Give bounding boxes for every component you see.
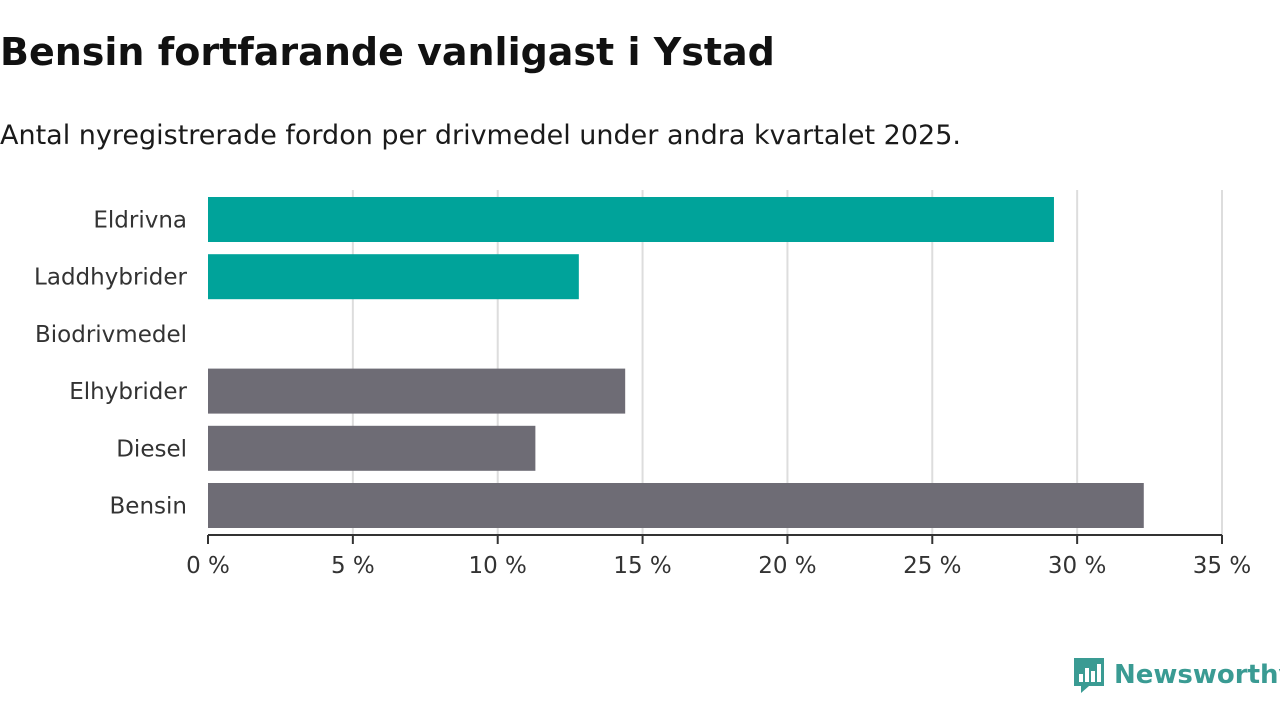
bar-diesel xyxy=(208,425,536,471)
bar-laddhybrider xyxy=(208,254,579,300)
category-label: Elhybrider xyxy=(69,379,187,405)
category-label: Biodrivmedel xyxy=(35,322,187,348)
category-label: Eldrivna xyxy=(93,208,187,234)
x-tick-label: 15 % xyxy=(613,553,671,579)
chart-subtitle: Antal nyregistrerade fordon per drivmede… xyxy=(0,120,961,151)
bar-elhybrider xyxy=(208,368,626,414)
category-labels: Eldrivna Laddhybrider Biodrivmedel Elhybrid… xyxy=(34,208,187,520)
x-tick-label: 30 % xyxy=(1048,553,1106,579)
x-tick-label: 35 % xyxy=(1193,553,1251,579)
x-tick-label: 0 % xyxy=(186,553,230,579)
x-tick-label: 25 % xyxy=(903,553,961,579)
brand-name: Newsworthy xyxy=(1114,660,1280,690)
bar-eldrivna xyxy=(208,197,1054,242)
grid-layer xyxy=(351,190,1223,535)
bar-bensin xyxy=(208,483,1144,528)
bar-chart: 0 % 5 % 10 % 15 % 20 % 25 % 30 % 35 % Eldrivna L… xyxy=(34,190,1251,579)
brand-logo: Newsworthy xyxy=(1072,655,1280,695)
bar-layer xyxy=(208,197,1144,528)
chart-title: Bensin fortfarande vanligast i Ystad xyxy=(0,30,775,74)
category-label: Diesel xyxy=(116,436,187,462)
newsworthy-logo-icon xyxy=(1074,658,1104,693)
category-label: Bensin xyxy=(110,494,187,520)
x-axis: 0 % 5 % 10 % 15 % 20 % 25 % 30 % 35 % xyxy=(186,534,1251,579)
x-tick-label: 5 % xyxy=(331,553,375,579)
x-tick-label: 20 % xyxy=(758,553,816,579)
x-tick-label: 10 % xyxy=(468,553,526,579)
category-label: Laddhybrider xyxy=(34,265,187,291)
